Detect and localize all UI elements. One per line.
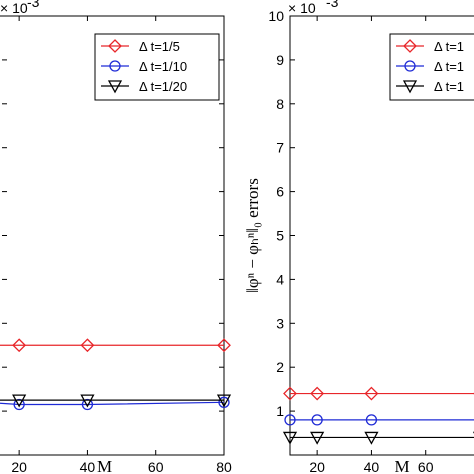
x-tick-label: 80 <box>216 459 232 474</box>
y-tick-label: 7 <box>276 140 284 156</box>
legend-marker <box>404 60 416 72</box>
y-tick-label: 2 <box>276 359 284 375</box>
legend-marker <box>107 80 123 94</box>
data-point <box>310 386 325 401</box>
legend-entry: Δ t=1/5 <box>139 39 180 54</box>
x-tick-label: 20 <box>11 459 27 474</box>
y-tick-label: 3 <box>276 315 284 331</box>
x-tick-label: 40 <box>364 459 380 474</box>
data-point <box>12 338 27 353</box>
data-point <box>81 398 94 411</box>
y-tick-label: 1 <box>276 403 284 419</box>
legend-box <box>389 33 474 101</box>
x-tick-label: 40 <box>80 459 96 474</box>
data-point <box>80 394 95 408</box>
y-tick-label: 5 <box>276 228 284 244</box>
y-tick-label: 8 <box>276 96 284 112</box>
legend-entry: Δ t=1 <box>434 59 464 74</box>
data-point <box>80 338 95 353</box>
series-line <box>0 401 225 406</box>
x-tick-label: 60 <box>418 459 434 474</box>
chart-panel-1: 20 40 60 80 × 10 -3 M Δ t=1/5 Δ t=1/10 Δ t=1/20 <box>0 0 232 474</box>
data-point <box>12 394 27 408</box>
y-tick-label: 6 <box>276 184 284 200</box>
data-point <box>365 414 378 426</box>
data-point <box>310 431 325 445</box>
data-point <box>311 414 323 426</box>
y-tick-label: 10 <box>268 8 284 24</box>
legend-entry: Δ t=1 <box>434 79 464 94</box>
legend-marker <box>402 80 418 94</box>
data-point <box>364 431 379 445</box>
x-axis-label: M <box>97 457 112 474</box>
x-axis-label: M <box>394 457 409 474</box>
data-point <box>13 398 25 411</box>
y-exponent-power: -3 <box>326 0 339 10</box>
legend-marker <box>108 39 122 53</box>
y-exponent-power: -3 <box>27 0 40 10</box>
data-point <box>217 338 231 353</box>
data-point <box>283 386 297 401</box>
y-tick-label: 9 <box>276 52 284 68</box>
legend-entry: Δ t=1/20 <box>139 79 187 94</box>
legend-marker <box>109 60 121 72</box>
legend-marker <box>403 39 417 53</box>
data-point <box>364 386 379 401</box>
y-tick-label: 4 <box>276 271 284 287</box>
legend-box <box>94 33 220 101</box>
y-exponent-label: × 10 <box>0 0 28 16</box>
chart-panel-2: 20 40 60 1 2 3 4 5 6 7 8 9 10 × 10 -3 M ‖φⁿ − φₕⁿ‖₀ erro… <box>243 0 474 474</box>
data-point <box>216 394 232 408</box>
legend-entry: Δ t=1/10 <box>139 59 187 74</box>
data-point <box>284 414 296 426</box>
y-exponent-label: × 10 <box>288 0 316 16</box>
legend-entry: Δ t=1 <box>434 39 464 54</box>
x-tick-label: 20 <box>309 459 325 474</box>
y-axis-label: ‖φⁿ − φₕⁿ‖₀ errors <box>243 178 262 293</box>
data-point <box>282 431 298 445</box>
x-tick-label: 60 <box>148 459 164 474</box>
